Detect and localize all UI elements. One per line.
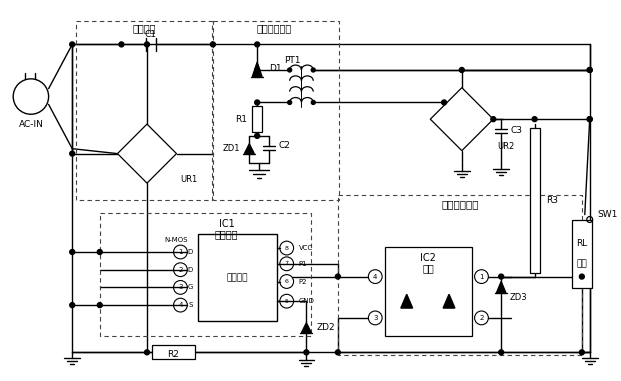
Bar: [100, 213, 311, 336]
Circle shape: [288, 101, 292, 104]
Text: D: D: [188, 267, 193, 273]
Text: G: G: [188, 284, 193, 290]
Circle shape: [532, 117, 537, 122]
Bar: [530, 128, 540, 273]
Circle shape: [70, 303, 75, 307]
Circle shape: [119, 42, 124, 47]
Text: ZD1: ZD1: [223, 144, 240, 153]
Text: IC2: IC2: [420, 253, 437, 263]
Circle shape: [145, 350, 150, 355]
Text: R1: R1: [235, 115, 247, 124]
Circle shape: [255, 100, 260, 105]
Circle shape: [255, 42, 260, 47]
Bar: [338, 195, 582, 355]
Circle shape: [311, 68, 315, 72]
Circle shape: [288, 68, 292, 72]
Text: VCC: VCC: [299, 245, 313, 251]
Circle shape: [335, 274, 340, 279]
Text: IC1: IC1: [219, 219, 235, 229]
Text: 负载: 负载: [576, 260, 587, 269]
Text: 2: 2: [178, 267, 183, 273]
Text: S: S: [188, 302, 193, 308]
Text: P2: P2: [299, 279, 307, 285]
Text: 开关控制模块: 开关控制模块: [256, 24, 291, 34]
Polygon shape: [252, 62, 262, 77]
Circle shape: [499, 350, 504, 355]
Circle shape: [255, 67, 260, 72]
Circle shape: [587, 67, 592, 72]
Circle shape: [70, 250, 75, 255]
Circle shape: [304, 350, 309, 355]
Bar: [198, 234, 277, 321]
Text: 光电隔离模块: 光电隔离模块: [441, 199, 479, 209]
Polygon shape: [301, 323, 311, 333]
Circle shape: [579, 350, 584, 355]
Text: 7: 7: [284, 261, 289, 266]
Text: 4: 4: [178, 302, 183, 308]
Text: 3: 3: [178, 284, 183, 290]
Circle shape: [311, 101, 315, 104]
Text: R3: R3: [546, 196, 558, 205]
Polygon shape: [117, 124, 176, 183]
Circle shape: [442, 100, 446, 105]
Circle shape: [587, 117, 592, 122]
Circle shape: [579, 274, 584, 279]
Polygon shape: [245, 144, 254, 154]
Circle shape: [97, 250, 102, 255]
Polygon shape: [496, 282, 506, 293]
Text: UR2: UR2: [497, 142, 514, 151]
Circle shape: [70, 42, 75, 47]
Text: 1: 1: [479, 274, 484, 280]
Text: AC-IN: AC-IN: [19, 120, 43, 129]
Bar: [213, 21, 339, 200]
Text: 光耦: 光耦: [422, 263, 434, 273]
Text: UR1: UR1: [181, 174, 197, 184]
Polygon shape: [401, 294, 412, 308]
Text: D: D: [188, 249, 193, 255]
Text: SW1: SW1: [597, 210, 618, 219]
Text: 2: 2: [479, 315, 484, 321]
Text: ZD3: ZD3: [510, 293, 528, 302]
Text: N-MOS: N-MOS: [165, 237, 188, 243]
Text: 5: 5: [285, 299, 289, 304]
Circle shape: [587, 67, 592, 72]
Circle shape: [211, 42, 215, 47]
Circle shape: [255, 133, 260, 138]
Bar: [76, 21, 212, 200]
Bar: [152, 346, 195, 359]
Text: ZD2: ZD2: [316, 323, 335, 332]
Text: R2: R2: [168, 350, 179, 359]
Bar: [385, 247, 472, 336]
Text: 6: 6: [285, 279, 289, 284]
Text: C1: C1: [145, 30, 157, 39]
Bar: [252, 106, 262, 132]
Bar: [572, 219, 592, 288]
Text: P1: P1: [299, 261, 307, 267]
Text: RL: RL: [576, 239, 587, 248]
Text: GND: GND: [299, 298, 314, 304]
Text: 3: 3: [373, 315, 378, 321]
Circle shape: [499, 274, 504, 279]
Circle shape: [335, 350, 340, 355]
Circle shape: [97, 303, 102, 307]
Text: C3: C3: [510, 126, 522, 136]
Circle shape: [145, 42, 150, 47]
Polygon shape: [443, 294, 455, 308]
Text: 4: 4: [373, 274, 378, 280]
Circle shape: [587, 117, 592, 122]
Text: 1: 1: [178, 249, 183, 255]
Circle shape: [460, 67, 465, 72]
Polygon shape: [430, 88, 493, 150]
Circle shape: [70, 151, 75, 156]
Text: 微处理器: 微处理器: [227, 273, 248, 282]
Text: PT1: PT1: [284, 56, 300, 65]
Text: 主控芯片: 主控芯片: [215, 229, 238, 239]
Text: C2: C2: [279, 141, 291, 150]
Text: D1: D1: [269, 64, 281, 74]
Text: 阻抗模块: 阻抗模块: [132, 24, 156, 34]
Text: 8: 8: [285, 245, 289, 251]
Circle shape: [491, 117, 496, 122]
